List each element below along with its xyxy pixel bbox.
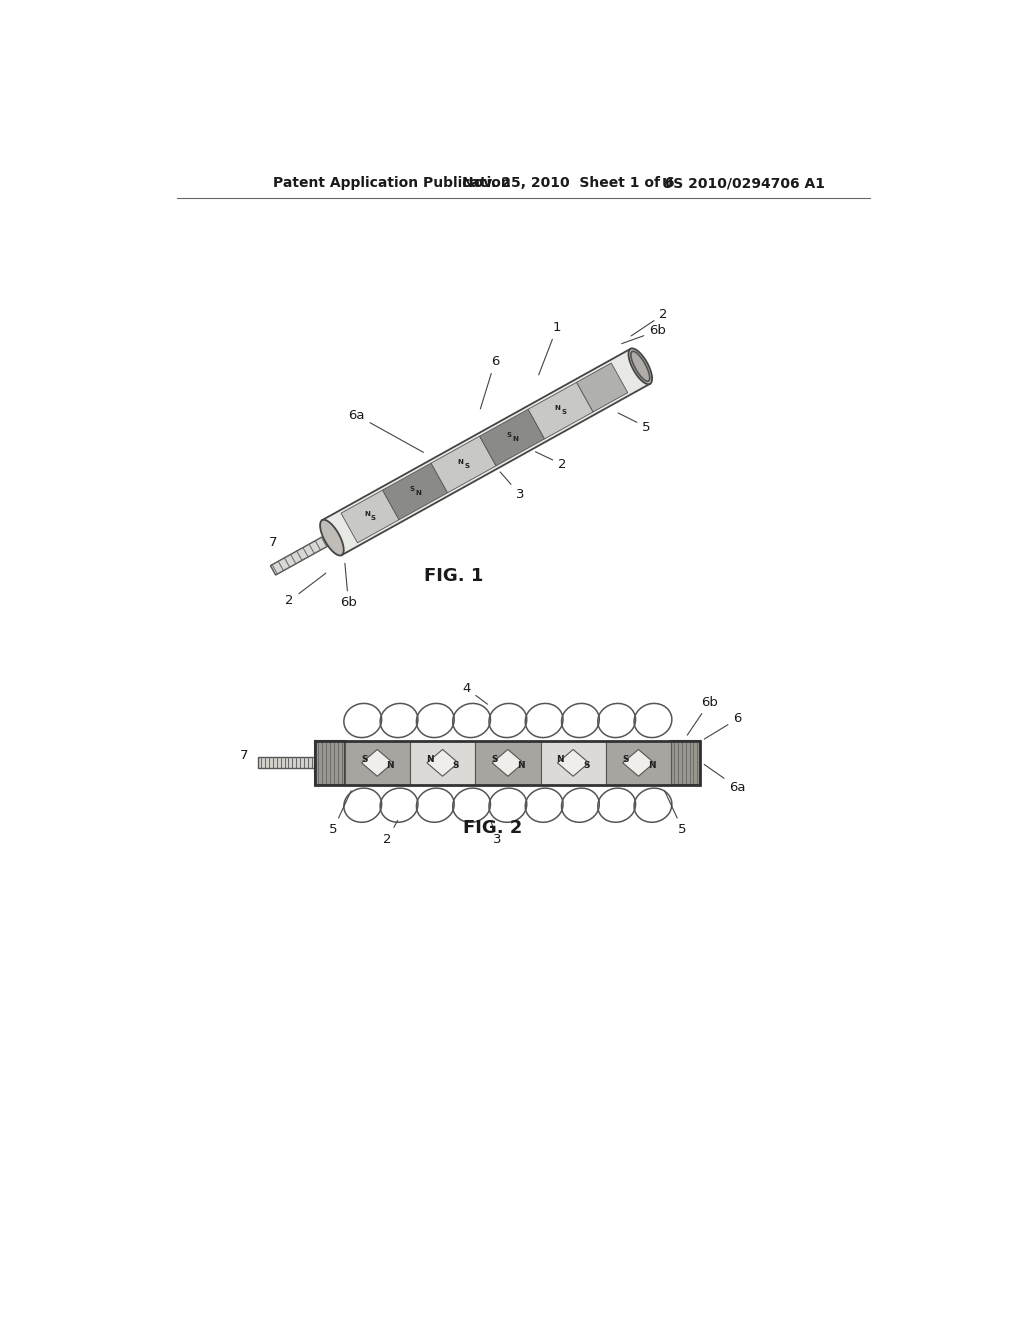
- Bar: [541, 741, 606, 785]
- Text: S: S: [561, 409, 566, 414]
- Text: 5: 5: [329, 791, 351, 837]
- Text: S: S: [583, 762, 590, 771]
- Text: 6b: 6b: [687, 696, 718, 735]
- Polygon shape: [431, 436, 496, 492]
- Bar: [315, 741, 700, 785]
- Bar: [315, 741, 700, 785]
- Text: N: N: [556, 755, 564, 764]
- Text: S: S: [410, 486, 415, 492]
- Text: 6b: 6b: [622, 325, 666, 343]
- Text: 6: 6: [705, 713, 741, 739]
- Text: 6b: 6b: [340, 564, 357, 610]
- Polygon shape: [493, 750, 523, 776]
- Polygon shape: [528, 383, 593, 438]
- Text: 7: 7: [268, 536, 278, 549]
- Polygon shape: [341, 490, 399, 543]
- Text: S: S: [360, 755, 368, 764]
- Polygon shape: [631, 351, 650, 381]
- Text: FIG. 2: FIG. 2: [463, 820, 522, 837]
- Text: 5: 5: [665, 791, 687, 837]
- Text: N: N: [415, 490, 421, 496]
- Text: N: N: [426, 755, 433, 764]
- Text: N: N: [648, 762, 655, 771]
- Text: N: N: [364, 511, 370, 517]
- Text: Patent Application Publication: Patent Application Publication: [273, 176, 511, 190]
- Text: 2: 2: [536, 451, 566, 471]
- Polygon shape: [383, 463, 447, 520]
- Text: US 2010/0294706 A1: US 2010/0294706 A1: [662, 176, 825, 190]
- Bar: [671, 741, 700, 785]
- Text: N: N: [517, 762, 524, 771]
- Text: 3: 3: [490, 821, 502, 846]
- Polygon shape: [427, 750, 458, 776]
- Text: 2: 2: [631, 308, 668, 335]
- Text: 2: 2: [383, 820, 397, 846]
- Text: 6a: 6a: [705, 764, 745, 795]
- Text: N: N: [458, 459, 464, 465]
- Text: 1: 1: [539, 321, 561, 375]
- Polygon shape: [623, 750, 654, 776]
- Text: N: N: [386, 762, 394, 771]
- Polygon shape: [629, 348, 652, 384]
- Polygon shape: [479, 409, 545, 466]
- Bar: [315, 741, 345, 785]
- Polygon shape: [577, 363, 628, 412]
- Text: S: S: [464, 463, 469, 469]
- Text: Nov. 25, 2010  Sheet 1 of 6: Nov. 25, 2010 Sheet 1 of 6: [462, 176, 674, 190]
- Bar: [410, 741, 475, 785]
- Bar: [345, 741, 410, 785]
- Text: 4: 4: [463, 682, 487, 704]
- Text: 7: 7: [240, 748, 248, 762]
- Bar: [606, 741, 671, 785]
- Bar: [475, 741, 541, 785]
- Polygon shape: [557, 750, 589, 776]
- Polygon shape: [270, 533, 335, 576]
- Text: S: S: [492, 755, 498, 764]
- Text: S: S: [453, 762, 459, 771]
- Text: N: N: [555, 405, 560, 412]
- Text: 6: 6: [480, 355, 499, 409]
- Text: 6a: 6a: [348, 409, 424, 453]
- Text: 2: 2: [286, 573, 326, 607]
- Text: 3: 3: [500, 473, 524, 502]
- Text: S: S: [371, 515, 376, 521]
- Polygon shape: [361, 750, 393, 776]
- Text: 5: 5: [618, 413, 650, 433]
- Bar: [258, 758, 315, 768]
- Polygon shape: [321, 520, 344, 556]
- Text: N: N: [512, 436, 518, 442]
- Text: S: S: [623, 755, 629, 764]
- Polygon shape: [323, 348, 650, 556]
- Text: FIG. 1: FIG. 1: [424, 566, 483, 585]
- Text: S: S: [507, 432, 512, 438]
